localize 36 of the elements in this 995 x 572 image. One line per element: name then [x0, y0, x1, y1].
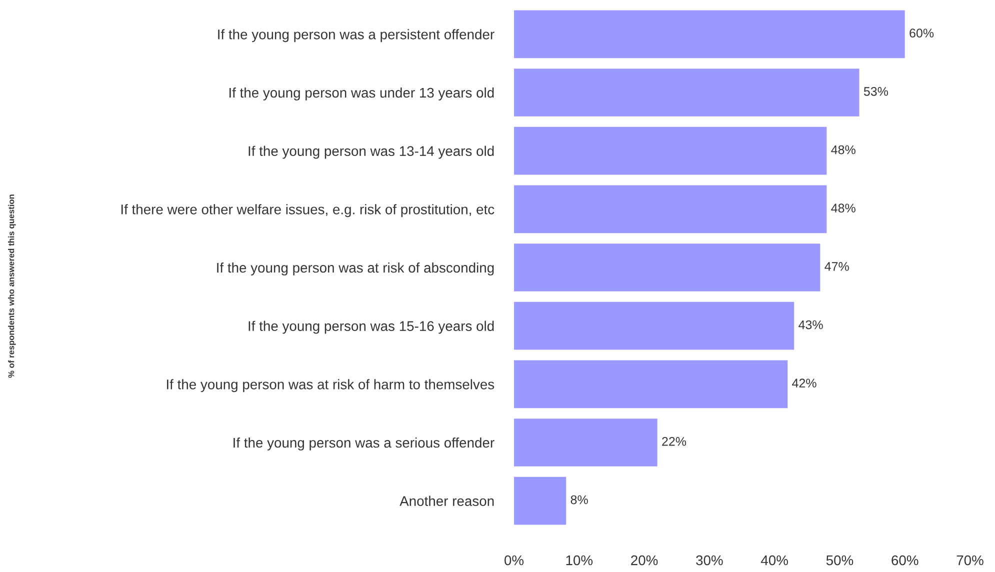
- text: % of respondents who answered this question: [8, 194, 16, 378]
- x-tick-label: 0%: [504, 555, 524, 566]
- y-tick-label: If the young person was at risk of harm to themselves: [167, 379, 494, 392]
- x-tick-label: 10%: [566, 555, 593, 566]
- y-tick-label: If the young person was a persistent offender: [218, 29, 494, 42]
- x-tick-label: 30%: [696, 555, 723, 566]
- y-tick-label: If the young person was 13-14 years old: [248, 146, 494, 159]
- y-tick-label: If the young person was under 13 years old: [229, 87, 494, 100]
- x-tick-label: 20%: [631, 555, 658, 566]
- bar: [514, 302, 794, 350]
- data-label: 48%: [831, 204, 856, 213]
- bar: [514, 126, 827, 175]
- bar: [514, 360, 788, 408]
- x-tick-label: 40%: [760, 555, 788, 566]
- bar: [514, 68, 860, 116]
- data-label: 53%: [864, 87, 888, 96]
- bar: [514, 244, 820, 292]
- y-tick-label: If the young person was 15-16 years old: [248, 320, 494, 334]
- x-tick-label: 50%: [826, 555, 854, 566]
- bar: [514, 476, 566, 525]
- data-label: 43%: [798, 320, 823, 330]
- data-label: 60%: [910, 28, 934, 38]
- bar: [514, 418, 658, 466]
- data-label: 47%: [824, 262, 849, 271]
- y-tick-label: Another reason: [400, 496, 494, 506]
- data-label: 8%: [570, 495, 588, 504]
- x-tick-label: 60%: [892, 555, 918, 566]
- bar: [514, 10, 905, 58]
- y-tick-label: If the young person was at risk of absconding: [217, 262, 494, 276]
- x-tick-label: 70%: [956, 555, 984, 566]
- y-tick-label: If the young person was a serious offender: [234, 437, 494, 450]
- data-label: 42%: [792, 378, 816, 388]
- bar: [514, 185, 827, 234]
- data-label: 22%: [662, 437, 686, 446]
- data-label: 48%: [831, 145, 856, 154]
- y-tick-label: If there were other welfare issues, e.g. risk of prostitution, etc: [121, 204, 494, 218]
